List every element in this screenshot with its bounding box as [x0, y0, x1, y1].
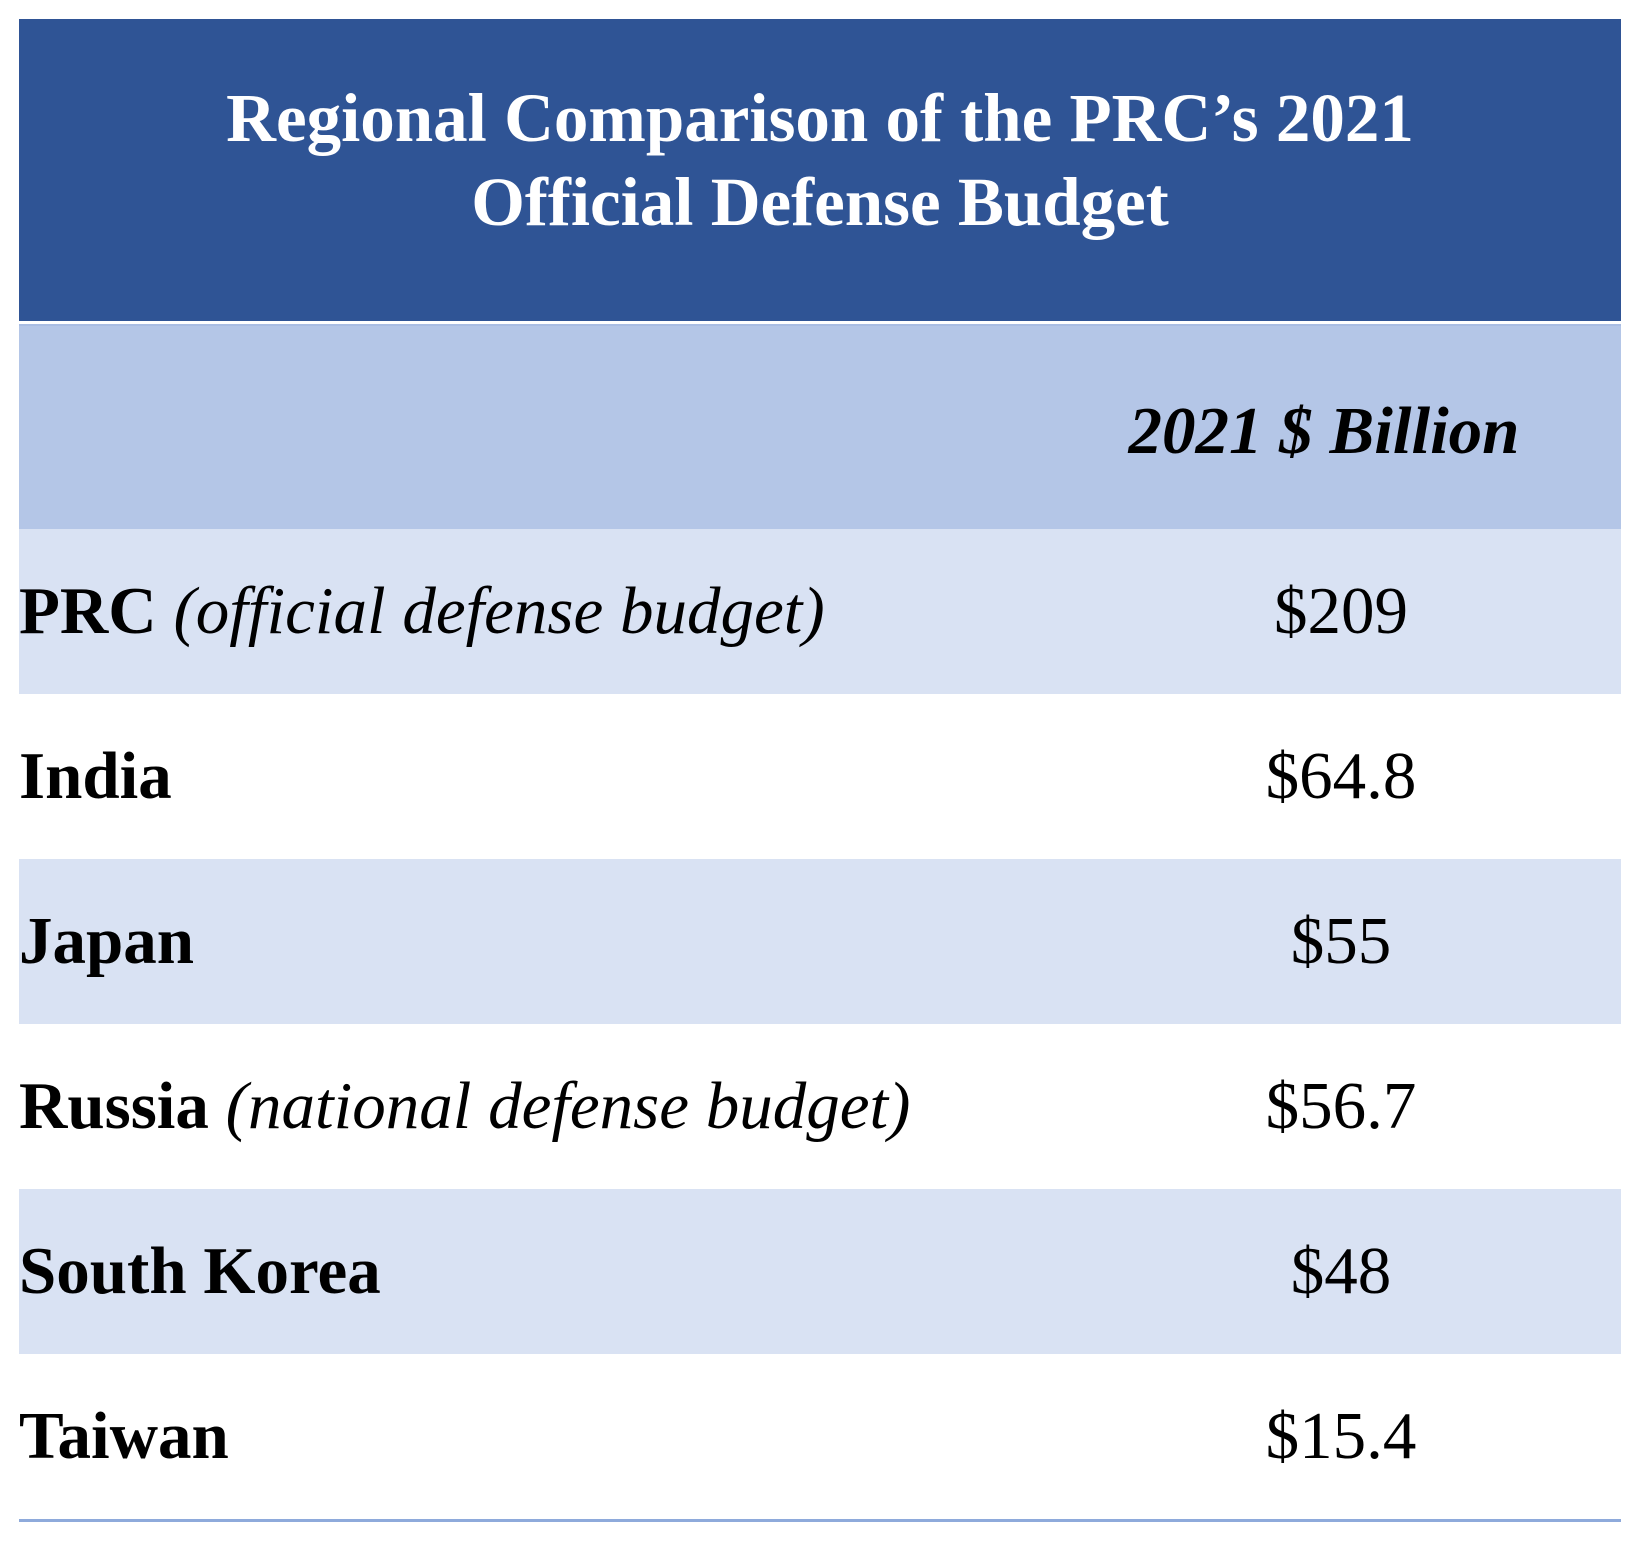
table-row: Taiwan $15.4 [19, 1354, 1621, 1519]
budget-value: $56.7 [1265, 1069, 1417, 1143]
table-row: PRC (official defense budget) $209 [19, 529, 1621, 694]
country-name: Russia [19, 1069, 209, 1143]
table-title-line-2: Official Defense Budget [471, 164, 1169, 240]
budget-value: $48 [1290, 1234, 1392, 1308]
country-note: (national defense budget) [225, 1069, 911, 1143]
budget-table: Regional Comparison of the PRC’s 2021 Of… [19, 19, 1621, 1522]
country-name: South Korea [19, 1234, 381, 1308]
row-label: Japan [19, 859, 194, 1024]
table-title: Regional Comparison of the PRC’s 2021 Of… [170, 76, 1470, 244]
budget-value: $55 [1290, 904, 1392, 978]
row-label: South Korea [19, 1189, 381, 1354]
country-name: Japan [19, 904, 195, 978]
country-name: India [19, 739, 172, 813]
title-separator [19, 321, 1621, 324]
country-name: PRC [19, 574, 157, 648]
value-column-header: 2021 $ Billion [1128, 394, 1520, 468]
table-row: Japan $55 [19, 859, 1621, 1024]
table-row: South Korea $48 [19, 1189, 1621, 1354]
row-label: Russia (national defense budget) [19, 1024, 910, 1189]
country-name: Taiwan [19, 1399, 229, 1473]
table-title-bar: Regional Comparison of the PRC’s 2021 Of… [19, 19, 1621, 321]
country-note: (official defense budget) [173, 574, 825, 648]
budget-value: $209 [1274, 574, 1408, 648]
table-title-line-1: Regional Comparison of the PRC’s 2021 [226, 80, 1414, 156]
table-row: Russia (national defense budget) $56.7 [19, 1024, 1621, 1189]
row-label: PRC (official defense budget) [19, 529, 825, 694]
column-header-row: 2021 $ Billion [19, 326, 1621, 529]
budget-value: $15.4 [1265, 1399, 1417, 1473]
row-label: Taiwan [19, 1354, 229, 1519]
table-row: India $64.8 [19, 694, 1621, 859]
table-bottom-rule [19, 1519, 1621, 1522]
row-label: India [19, 694, 172, 859]
budget-value: $64.8 [1265, 739, 1417, 813]
title-separator-rule [19, 324, 1621, 326]
